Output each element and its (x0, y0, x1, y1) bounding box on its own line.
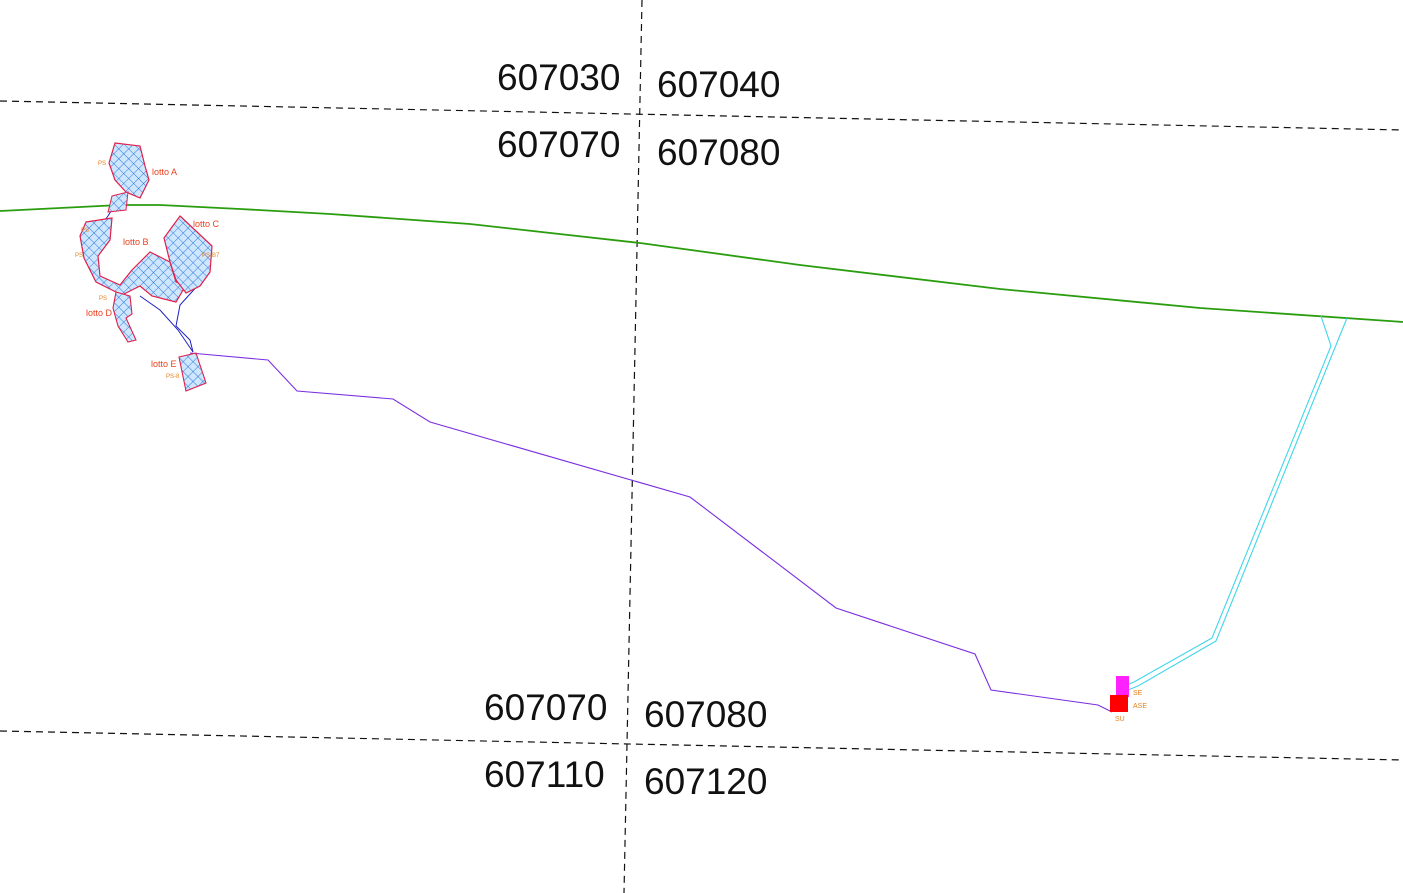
station-ase-label: ASE (1133, 703, 1147, 710)
sheet-label-top-left-lower: 607070 (497, 124, 620, 165)
lot-a-label: lotto A (152, 167, 177, 177)
ps-label-d: PS (99, 296, 107, 302)
sheet-label-bottom-right-lower: 607120 (644, 761, 767, 802)
lot-b-label: lotto B (123, 237, 149, 247)
substation-group: SE ASE SU (1110, 676, 1147, 723)
sheet-labels: 607030 607040 607070 607080 607070 60708… (484, 57, 780, 802)
grid-line-top (0, 101, 1403, 130)
sheet-label-top-right-upper: 607040 (657, 64, 780, 105)
ps-label-b1: PS (81, 228, 89, 234)
sheet-label-bottom-left-lower: 607110 (484, 754, 605, 795)
cyan-route (1124, 316, 1347, 690)
grid-line-bottom (0, 731, 1403, 760)
ps-label-a: PS (98, 161, 106, 167)
sheet-label-bottom-right-upper: 607080 (644, 694, 767, 735)
sheet-label-top-right-lower: 607080 (657, 132, 780, 173)
lot-a-parcel (109, 143, 149, 198)
grid-line-vertical (624, 0, 642, 893)
station-se-label: SE (1133, 690, 1143, 697)
lot-d-label: lotto D (86, 308, 113, 318)
station-su-label: SU (1115, 716, 1125, 723)
sheet-label-top-left-upper: 607030 (497, 57, 620, 98)
station-ase-marker (1110, 695, 1128, 712)
lot-e-label: lotto E (151, 359, 177, 369)
ps-label-b2: PS (75, 253, 83, 259)
lot-a-link-parcel (108, 192, 128, 212)
lot-e-parcel (179, 353, 206, 391)
lot-c-label: lotto C (193, 219, 220, 229)
ps-label-c: PS-B7 (202, 253, 220, 259)
station-se-marker (1116, 676, 1129, 697)
lot-d-parcel (113, 292, 136, 342)
ps-label-e: PS-8 (166, 374, 180, 380)
cable-route (190, 353, 1112, 712)
lots (80, 143, 212, 391)
sheet-label-bottom-left-upper: 607070 (484, 687, 607, 728)
